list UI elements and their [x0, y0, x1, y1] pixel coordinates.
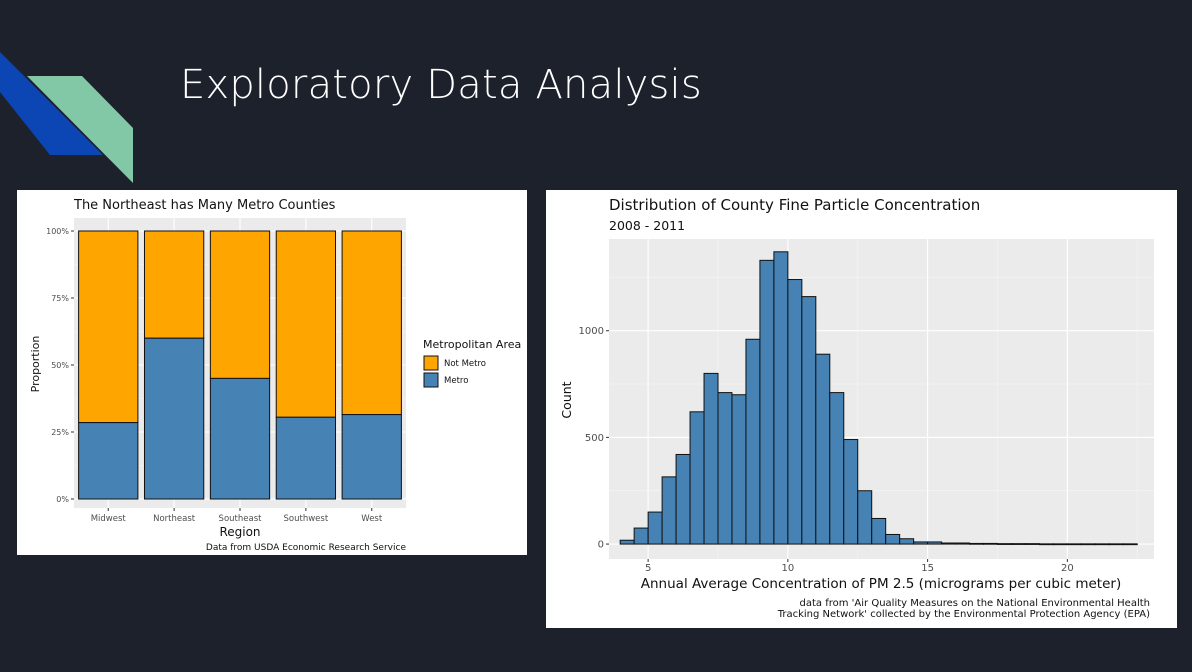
x-tick-label: 5: [645, 563, 651, 574]
legend-label: Not Metro: [444, 359, 486, 369]
metro-stacked-bar-chart: The Northeast has Many Metro Counties 0%…: [29, 198, 521, 553]
histogram-bars: [619, 251, 1138, 546]
histogram-bar: [941, 542, 957, 545]
histogram-bar: [633, 527, 649, 545]
histogram-bar: [731, 394, 747, 545]
pm25-histogram-chart: Distribution of County Fine Particle Con…: [559, 196, 1154, 620]
histogram-bar: [1108, 543, 1124, 546]
y-tick-label: 500: [585, 433, 604, 444]
histogram-bar: [1052, 543, 1068, 546]
histogram-bar: [689, 411, 705, 545]
histogram-bar: [773, 251, 789, 545]
histogram-bar: [759, 259, 775, 545]
y-tick-label: 0: [598, 540, 604, 551]
y-tick-label: 50%: [51, 361, 69, 370]
metro-chart-panel: The Northeast has Many Metro Counties 0%…: [17, 190, 527, 555]
corner-decoration: [0, 52, 133, 183]
bar-not-metro-southwest: [275, 230, 337, 418]
y-axis-label: Count: [559, 381, 574, 418]
histogram-bar: [1080, 543, 1096, 546]
histogram-bar: [745, 338, 761, 545]
histogram-bar: [703, 372, 719, 545]
y-tick-label: 1000: [579, 326, 604, 337]
x-axis-label: Annual Average Concentration of PM 2.5 (…: [641, 576, 1121, 592]
bar-metro-northeast: [143, 337, 205, 500]
chart-title: The Northeast has Many Metro Counties: [73, 198, 336, 213]
x-axis-ticks: Midwest Northeast Southeast Southwest West: [91, 508, 383, 524]
histogram-bar: [955, 542, 971, 545]
y-axis-label: Proportion: [29, 336, 42, 393]
x-tick-label: 10: [782, 563, 795, 574]
histogram-bar: [647, 511, 663, 545]
histogram-bar: [927, 541, 943, 545]
histogram-bar: [913, 541, 929, 545]
histogram-bar: [829, 392, 845, 545]
histogram-bar: [983, 542, 998, 545]
y-tick-label: 25%: [51, 428, 69, 437]
bar-metro-west: [341, 414, 402, 500]
chart-caption-line1: data from 'Air Quality Measures on the N…: [800, 598, 1150, 609]
x-axis-label: Region: [219, 525, 260, 539]
y-axis-ticks: 0 500 1000: [579, 326, 609, 551]
bar-not-metro-midwest: [78, 230, 139, 424]
histogram-bar: [1010, 543, 1026, 545]
chart-subtitle: 2008 - 2011: [609, 218, 685, 233]
x-tick-label: Southeast: [219, 514, 263, 524]
pm25-chart-panel: Distribution of County Fine Particle Con…: [546, 190, 1177, 628]
y-tick-label: 75%: [51, 294, 69, 303]
histogram-bar: [857, 490, 873, 545]
y-tick-label: 0%: [56, 495, 69, 504]
chart-caption-line2: Tracking Network' collected by the Envir…: [777, 609, 1150, 620]
histogram-bar: [969, 542, 985, 545]
x-tick-label: Midwest: [91, 514, 127, 524]
histogram-bar: [1024, 543, 1040, 545]
y-axis-ticks: 0% 25% 50% 75% 100%: [46, 227, 74, 504]
histogram-bar: [717, 392, 733, 545]
bar-group: [78, 230, 402, 500]
x-tick-label: 20: [1061, 563, 1074, 574]
blue-stripe-shape: [0, 52, 103, 155]
histogram-bar: [801, 296, 817, 545]
chart-title: Distribution of County Fine Particle Con…: [609, 196, 980, 214]
histogram-bar: [787, 279, 803, 545]
bar-not-metro-southeast: [209, 230, 271, 379]
legend-swatch-not-metro: [423, 355, 439, 371]
chart-caption: Data from USDA Economic Research Service: [206, 543, 407, 553]
histogram-bar: [885, 533, 901, 545]
y-tick-label: 100%: [46, 227, 69, 236]
histogram-bar: [675, 453, 691, 545]
legend-swatch-metro: [423, 372, 439, 388]
histogram-bar: [661, 476, 677, 545]
x-axis-ticks: 5 10 15 20: [645, 559, 1074, 574]
bar-metro-southeast: [209, 377, 271, 500]
histogram-bar: [1094, 543, 1110, 546]
histogram-bar: [871, 517, 887, 545]
histogram-bar: [815, 353, 831, 545]
legend-label: Metro: [444, 376, 468, 386]
histogram-bar: [1066, 543, 1082, 546]
bar-metro-southwest: [275, 416, 337, 500]
histogram-bar: [899, 538, 915, 545]
x-tick-label: 15: [921, 563, 934, 574]
x-tick-label: West: [361, 514, 383, 524]
x-tick-label: Southwest: [284, 514, 329, 524]
legend: Metropolitan Area Not Metro Metro: [423, 338, 521, 388]
histogram-bar: [1038, 543, 1054, 546]
bar-not-metro-west: [341, 230, 402, 416]
histogram-bar: [619, 539, 635, 545]
histogram-bar: [1122, 543, 1138, 546]
bar-not-metro-northeast: [143, 230, 205, 339]
x-tick-label: Northeast: [153, 514, 196, 524]
bar-metro-midwest: [78, 422, 139, 500]
green-stripe-shape: [27, 76, 133, 183]
slide-title: Exploratory Data Analysis: [180, 62, 702, 108]
histogram-bar: [996, 543, 1012, 545]
histogram-bar: [843, 439, 859, 545]
legend-title: Metropolitan Area: [423, 338, 521, 351]
